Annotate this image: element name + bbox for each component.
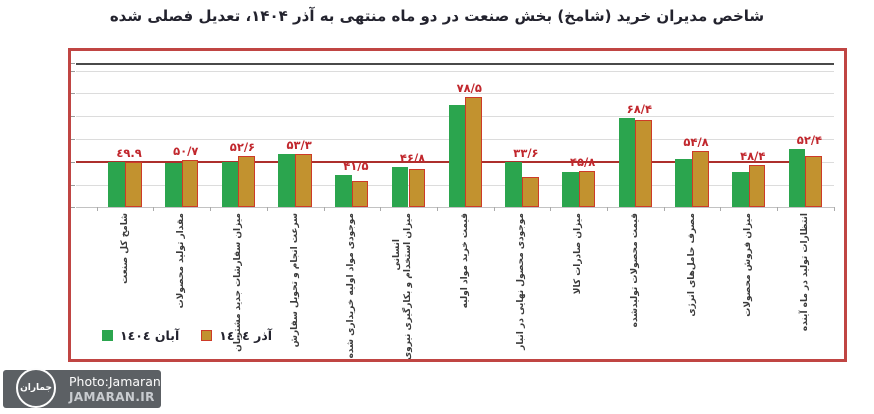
bar-azar — [465, 96, 482, 208]
gridline — [76, 93, 834, 95]
bar-value-label: ۴۵/۸ — [570, 155, 596, 170]
bar-aban — [675, 158, 692, 208]
bar-aban — [165, 162, 182, 208]
bar-value-label: ۵۳/۳ — [286, 137, 312, 152]
bar-value-label: ۵۴/۸ — [683, 134, 709, 149]
bar-aban — [278, 153, 296, 208]
bar-aban — [108, 162, 125, 208]
category-label: انتظارات تولید در ماه آینده — [800, 213, 874, 331]
legend-item-azar: آذر ١٤٠٤ — [201, 328, 272, 343]
x-axis-line — [76, 207, 834, 209]
category-label-text: موجودی محصول نهایی در انبار — [516, 213, 527, 350]
jamaran-logo-icon: جماران — [16, 368, 56, 408]
bar-azar — [748, 165, 766, 208]
bar-azar — [125, 161, 142, 208]
bar-azar — [692, 150, 709, 208]
jamaran-watermark: جماران Photo:Jamaran JAMARAN.IR — [3, 368, 161, 408]
y-axis-tick — [70, 138, 75, 140]
x-axis-tick — [266, 207, 268, 212]
bar-value-label: ٤٩.٩ — [116, 145, 142, 160]
bar-value-label: ۵۰/۷ — [173, 144, 199, 159]
bar-aban — [448, 104, 466, 208]
bar-value-label: ۴۶/۸ — [399, 150, 426, 165]
bar-aban — [335, 174, 352, 208]
watermark-site-text: JAMARAN.IR — [69, 390, 155, 404]
x-axis-tick — [436, 207, 438, 212]
x-axis-tick — [663, 207, 665, 212]
x-axis-tick — [153, 207, 155, 212]
bar-value-label: ۵۲/۴ — [796, 133, 823, 148]
bar-value-label: ۴۸/۴ — [740, 149, 766, 164]
x-axis-tick — [720, 207, 722, 212]
plot-top-border — [76, 63, 834, 65]
bar-azar — [181, 160, 199, 208]
category-label-text: انسانی — [392, 239, 403, 271]
y-axis-tick — [70, 161, 75, 163]
bar-azar — [521, 176, 539, 208]
y-axis-tick — [70, 63, 75, 64]
x-axis-tick — [323, 207, 325, 212]
category-label-text: میزان صادرات کالا — [573, 213, 584, 295]
bar-value-label: ۶۸/۴ — [626, 102, 652, 117]
bar-azar — [578, 171, 596, 208]
bar-aban — [561, 172, 579, 208]
bar-aban — [788, 149, 806, 208]
bar-value-label: ۳۳/۶ — [513, 146, 539, 161]
x-axis-tick — [550, 207, 552, 212]
category-label-text: قیمت خرید مواد اولیه — [459, 213, 470, 309]
legend-label-aban: آبان ١٤٠٤ — [120, 328, 180, 343]
chart-frame: آبان ١٤٠٤ آذر ١٤٠٤ ٤٩.٩ شامخ کل صنعت ۵۰/۷ م… — [68, 48, 847, 362]
watermark-photo-text: Photo:Jamaran — [69, 374, 161, 389]
y-axis-tick — [70, 70, 75, 72]
x-axis-tick — [833, 207, 835, 212]
gridline — [76, 70, 834, 72]
bar-azar — [408, 168, 426, 208]
x-axis-tick — [96, 207, 98, 212]
category-label-text: مصرف حامل‌های انرژی — [686, 213, 697, 317]
bar-value-label: ۵۲/۶ — [229, 139, 256, 154]
bar-aban — [505, 162, 522, 208]
x-axis-tick — [607, 207, 608, 212]
chart-title: شاخص مدیران خرید (شامخ) بخش صنعت در دو م… — [109, 7, 765, 25]
category-label-text: میزان فروش محصولات — [743, 213, 754, 317]
bar-aban — [391, 166, 409, 208]
legend-swatch-azar — [201, 330, 213, 341]
bar-azar — [295, 154, 312, 208]
legend-label-azar: آذر ١٤٠٤ — [219, 328, 273, 343]
category-label-text: انتظارات تولید در ماه آینده — [799, 213, 810, 332]
x-axis-tick — [777, 207, 779, 212]
bar-value-label: ۴۱/۵ — [343, 158, 369, 173]
bar-aban — [221, 162, 239, 208]
category-label-text: میزان استخدام و بکارگیری نیروی — [403, 213, 414, 361]
category-label-text: مقدار تولید محصولات — [176, 213, 187, 309]
legend-swatch-aban — [102, 330, 113, 341]
category-label-text: سرعت انجام و تحویل سفارش — [289, 213, 300, 348]
chart-legend: آبان ١٤٠٤ آذر ١٤٠٤ — [102, 328, 272, 343]
bar-azar — [635, 119, 652, 208]
y-axis-tick — [70, 116, 75, 118]
bar-azar — [805, 156, 823, 208]
bar-value-label: ۷۸/۵ — [456, 80, 482, 95]
category-label-text: شامخ کل صنعت — [119, 213, 130, 284]
bar-azar — [238, 155, 256, 208]
category-label-text: قیمت محصولات تولیدشده — [629, 213, 640, 328]
bar-aban — [618, 118, 636, 208]
x-axis-tick — [493, 207, 495, 212]
y-axis-tick — [70, 184, 75, 186]
legend-item-aban: آبان ١٤٠٤ — [102, 328, 179, 343]
x-axis-tick — [210, 207, 212, 212]
x-axis-tick — [380, 207, 382, 212]
y-axis-tick — [70, 207, 75, 209]
category-label: انسانی — [392, 239, 424, 271]
bar-azar — [351, 181, 369, 208]
y-axis-tick — [70, 93, 75, 95]
category-label-text: موجودی مواد اولیه خریداری شده — [346, 213, 357, 359]
bar-aban — [732, 171, 749, 208]
